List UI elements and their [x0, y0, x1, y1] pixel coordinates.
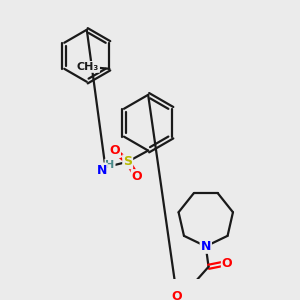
Text: S: S — [123, 155, 132, 168]
Text: O: O — [172, 290, 182, 300]
Text: N: N — [97, 164, 107, 177]
Text: O: O — [110, 144, 120, 157]
Text: CH₃: CH₃ — [77, 62, 99, 72]
Text: N: N — [201, 240, 211, 253]
Text: H: H — [105, 160, 115, 170]
Text: O: O — [222, 256, 232, 270]
Text: O: O — [132, 170, 142, 183]
